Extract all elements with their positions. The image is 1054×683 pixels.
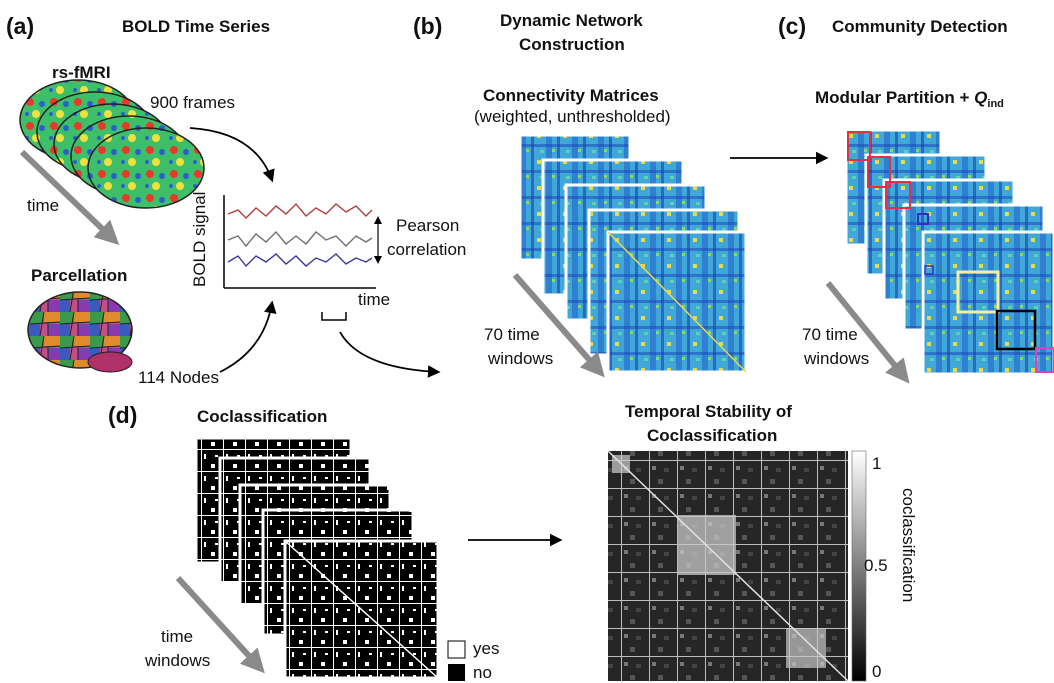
c-windows-1: 70 time [802, 325, 858, 344]
legend-yes-label: yes [473, 639, 500, 658]
bold-trace-gray [227, 230, 373, 248]
colorbar-label: coclassification [899, 488, 918, 603]
panel-b-title-2: Construction [519, 35, 625, 54]
connectivity-stack [518, 133, 748, 374]
colorbar-tick-0: 0 [872, 662, 882, 681]
pearson-label-1: Pearson [396, 216, 460, 235]
community-pink [1035, 347, 1054, 373]
time-label-a: time [27, 196, 60, 215]
b-windows-2: windows [488, 349, 554, 368]
community-blue [917, 213, 929, 225]
panel-a-label: (a) [6, 13, 35, 39]
rs-fmri-stack [19, 79, 205, 209]
rsfmri-label: rs-fMRI [52, 63, 111, 82]
community-small [924, 265, 934, 275]
bold-plot [223, 195, 382, 289]
community-red-1 [847, 131, 871, 161]
stability-title-1: Temporal Stability of [625, 402, 792, 421]
d-windows-2: windows [145, 651, 211, 670]
connectivity-title: Connectivity Matrices [483, 86, 659, 105]
community-red-3 [885, 181, 911, 209]
coclassification-title: Coclassification [197, 407, 328, 426]
bold-ylabel: BOLD signal [190, 191, 209, 287]
time-arrow-c [825, 281, 910, 384]
panel-c-title: Community Detection [832, 17, 1008, 36]
panel-c-label: (c) [778, 13, 807, 39]
legend-yes-swatch [447, 640, 466, 659]
community-black [995, 309, 1037, 351]
pearson-label-2: correlation [387, 240, 467, 259]
legend-no-swatch [448, 664, 465, 681]
parcellation-brain [27, 291, 133, 373]
d-windows-1: time [161, 627, 194, 646]
community-red-2 [867, 156, 891, 188]
colorbar-tick-05: 0.5 [864, 556, 888, 575]
partition-text: Modular Partition + [815, 88, 975, 107]
panel-d-label: (d) [108, 402, 138, 428]
q-subscript: ind [987, 98, 1004, 110]
frames-label: 900 frames [150, 93, 236, 112]
stability-title-2: Coclassification [647, 426, 778, 445]
parcellation-label: Parcellation [31, 266, 128, 285]
nodes-label: 114 Nodes [138, 368, 219, 387]
partition-title: Modular Partition + Qind [815, 88, 1004, 111]
colorbar-tick-1: 1 [872, 454, 882, 473]
partition-stack [844, 128, 1054, 376]
coclassification-stack [194, 436, 440, 680]
window-arrow [339, 331, 441, 378]
legend-no-label: no [473, 663, 492, 682]
bold-trace-blue [227, 253, 373, 268]
b-windows-1: 70 time [484, 325, 540, 344]
bold-trace-red [227, 202, 373, 219]
panel-a-title: BOLD Time Series [122, 17, 271, 36]
c-windows-2: windows [804, 349, 870, 368]
time-arrow-b [512, 273, 605, 378]
panel-b-title-1: Dynamic Network [500, 11, 643, 30]
colorbar [851, 450, 867, 682]
frames-arrow [189, 127, 275, 183]
bold-xlabel: time [358, 290, 391, 309]
nodes-arrow [219, 300, 277, 373]
connectivity-subtitle: (weighted, unthresholded) [474, 107, 671, 126]
stability-matrix [607, 450, 849, 682]
time-arrow-a [19, 149, 120, 245]
q-symbol: Q [974, 88, 988, 107]
panel-b-label: (b) [413, 13, 443, 39]
time-arrow-d [175, 575, 265, 674]
community-yellow [956, 270, 1000, 314]
window-bracket [321, 312, 347, 321]
